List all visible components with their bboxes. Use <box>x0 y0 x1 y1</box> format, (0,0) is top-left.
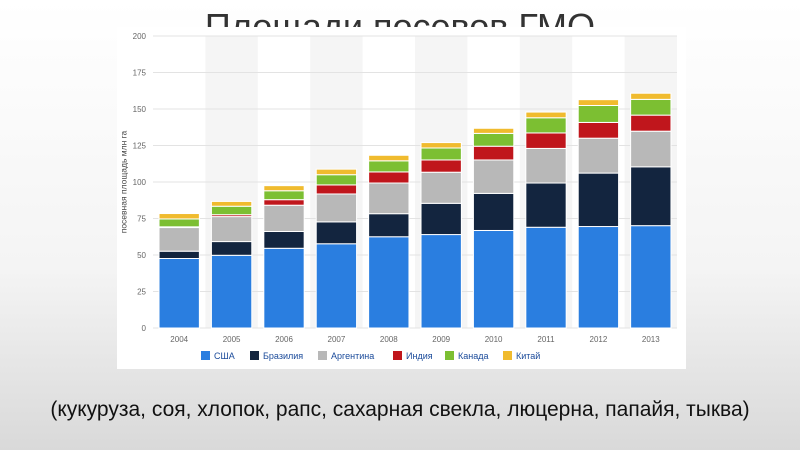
bar-2009-series-5 <box>420 142 462 149</box>
bar-2012-series-5 <box>577 99 620 106</box>
legend-label-2: Аргентина <box>331 351 374 361</box>
y-tick-label-50: 50 <box>137 251 146 260</box>
x-tick-label-2013: 2013 <box>642 335 660 344</box>
bar-2010-series-1 <box>472 192 515 231</box>
bar-2006-series-2 <box>263 204 305 232</box>
legend-swatch-0 <box>201 351 210 360</box>
stacked-bar-chart: 0 25 50 75 100 125 150 175 200 посевная площадь м… <box>118 32 677 361</box>
bar-2008-series-5 <box>368 154 410 162</box>
bar-2005-series-5 <box>210 200 253 207</box>
legend-label-5: Китай <box>516 351 540 361</box>
bar-2006-series-4 <box>263 190 305 201</box>
x-tick-label-2006: 2006 <box>275 335 293 344</box>
bar-2007-series-5 <box>315 168 358 176</box>
bar-2013-series-5 <box>630 92 672 100</box>
bar-2006-series-1 <box>263 230 305 249</box>
x-tick-label-2010: 2010 <box>485 335 503 344</box>
legend-label-4: Канада <box>458 351 488 361</box>
x-tick-label-2004: 2004 <box>170 335 188 344</box>
bar-2010-series-4 <box>472 132 515 147</box>
bar-2008-series-1 <box>368 213 410 238</box>
bar-2005-series-0 <box>210 254 253 329</box>
y-axis-label: посевная площадь млн га <box>118 130 128 233</box>
bar-2008-series-4 <box>368 160 410 173</box>
legend-swatch-4 <box>445 351 454 360</box>
bar-2008-series-2 <box>368 182 410 215</box>
bar-2012-series-4 <box>577 104 620 123</box>
bar-2010-series-2 <box>472 159 515 194</box>
bar-2009-series-0 <box>420 234 462 329</box>
bar-2004-series-2 <box>158 227 200 252</box>
y-tick-label-125: 125 <box>133 142 147 151</box>
legend-swatch-5 <box>503 351 512 360</box>
chart-container: 0 25 50 75 100 125 150 175 200 посевная площадь м… <box>117 27 686 369</box>
bar-2007-series-1 <box>315 221 358 245</box>
bar-2008-series-3 <box>368 171 410 184</box>
y-tick-label-0: 0 <box>142 324 147 333</box>
y-tick-label-175: 175 <box>133 69 147 78</box>
bar-2004-series-4 <box>158 218 200 228</box>
bar-2009-series-1 <box>420 202 462 236</box>
y-tick-label-150: 150 <box>133 105 147 114</box>
x-tick-label-2008: 2008 <box>380 335 398 344</box>
bar-2008-series-0 <box>368 236 410 329</box>
bar-2009-series-4 <box>420 147 462 161</box>
bar-2013-series-1 <box>630 166 672 227</box>
bar-2013-series-0 <box>630 225 672 329</box>
bar-2007-series-2 <box>315 193 358 223</box>
bar-2005-series-4 <box>210 205 253 216</box>
legend-label-3: Индия <box>406 351 433 361</box>
bar-2013-series-4 <box>630 98 672 116</box>
legend-label-1: Бразилия <box>263 351 303 361</box>
bar-2005-series-2 <box>210 216 253 243</box>
bar-2013-series-2 <box>630 130 672 168</box>
bar-2011-series-4 <box>525 117 567 134</box>
bar-2010-series-0 <box>472 229 515 329</box>
bar-2005-series-1 <box>210 241 253 256</box>
legend-swatch-3 <box>393 351 402 360</box>
bar-2004-series-1 <box>158 250 200 260</box>
bar-2011-series-3 <box>525 132 567 149</box>
bar-2009-series-3 <box>420 159 462 173</box>
bar-2012-series-2 <box>577 137 620 174</box>
x-tick-label-2005: 2005 <box>223 335 241 344</box>
legend-swatch-2 <box>318 351 327 360</box>
bar-2006-series-5 <box>263 185 305 192</box>
legend-swatch-1 <box>250 351 259 360</box>
bar-2004-series-5 <box>158 213 200 220</box>
y-tick-label-200: 200 <box>133 32 147 41</box>
x-tick-label-2009: 2009 <box>432 335 450 344</box>
y-tick-label-100: 100 <box>133 178 147 187</box>
bar-2012-series-0 <box>577 226 620 329</box>
bar-2011-series-1 <box>525 182 567 228</box>
x-tick-label-2011: 2011 <box>537 335 555 344</box>
x-tick-label-2007: 2007 <box>328 335 346 344</box>
bar-2007-series-3 <box>315 184 358 195</box>
bar-2011-series-2 <box>525 147 567 184</box>
bar-2004-series-0 <box>158 258 200 329</box>
bar-2011-series-5 <box>525 111 567 119</box>
legend-label-0: США <box>214 351 235 361</box>
bar-2007-series-0 <box>315 243 358 329</box>
bar-2006-series-0 <box>263 247 305 329</box>
bar-2012-series-3 <box>577 121 620 139</box>
slide-caption: (кукуруза, соя, хлопок, рапс, сахарная с… <box>50 398 750 421</box>
bar-2007-series-4 <box>315 174 358 186</box>
bar-2010-series-5 <box>472 127 515 134</box>
bar-2009-series-2 <box>420 171 462 204</box>
y-tick-label-25: 25 <box>137 288 146 297</box>
bar-2010-series-3 <box>472 145 515 161</box>
x-tick-label-2012: 2012 <box>590 335 608 344</box>
y-tick-label-75: 75 <box>137 215 146 224</box>
bar-2013-series-3 <box>630 114 672 132</box>
bar-2012-series-1 <box>577 172 620 228</box>
bar-2006-series-3 <box>263 199 305 206</box>
bar-2011-series-0 <box>525 226 567 329</box>
